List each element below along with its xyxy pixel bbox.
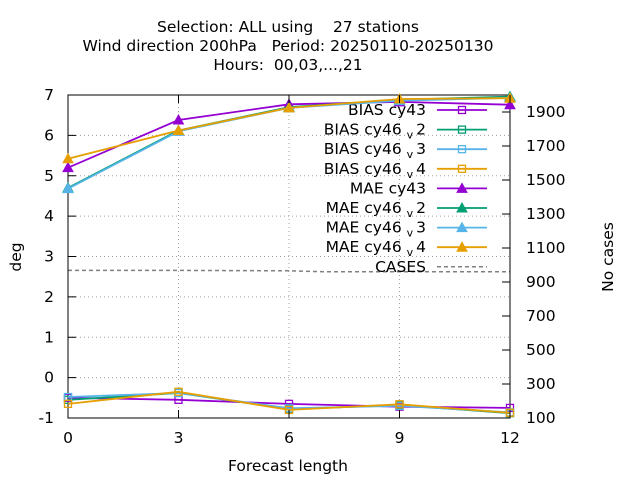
- legend-label: BIAS cy43: [348, 101, 426, 119]
- data-point: [62, 152, 74, 164]
- axis-ticks: 0 3 6 9 12-101234567100300500700900110013001…: [39, 86, 566, 447]
- data-point: [456, 201, 468, 213]
- cases-layer: [68, 269, 510, 273]
- data-point: [504, 98, 516, 110]
- title-line-3: Hours: 00,03,...,21: [213, 56, 362, 74]
- legend-entry: CASES: [375, 258, 487, 276]
- y2-tick-label: 900: [526, 273, 556, 291]
- y-tick-label: -1: [39, 409, 54, 427]
- data-point: [457, 125, 467, 134]
- data-point: [457, 164, 467, 173]
- title-line-1: Selection: ALL using 27 stations: [157, 18, 419, 36]
- x-tick-label: 12: [500, 429, 520, 447]
- legend-entry: BIAS cy43: [348, 101, 487, 119]
- x-tick-label: 0: [63, 429, 73, 447]
- data-point: [457, 105, 467, 115]
- series-bias-cy46-v4: [63, 387, 515, 417]
- data-point: [172, 114, 185, 125]
- data-point: [456, 241, 468, 252]
- y2-tick-label: 500: [526, 341, 556, 359]
- y-tick-label: 2: [44, 288, 54, 306]
- y2-axis-label: No cases: [599, 222, 617, 292]
- series-line: [67, 390, 511, 414]
- legend-entry: MAE cy43: [350, 179, 487, 197]
- y-tick-label: 4: [44, 207, 54, 225]
- y2-tick-label: 100: [526, 409, 556, 427]
- y2-tick-label: 300: [526, 375, 556, 393]
- x-axis-label: Forecast length: [228, 457, 348, 475]
- chart-title: Selection: ALL using 27 stations Wind di…: [83, 18, 494, 74]
- data-point: [172, 124, 185, 136]
- x-tick-label: 6: [284, 429, 294, 447]
- data-point: [63, 399, 73, 409]
- y2-tick-label: 1100: [526, 239, 565, 257]
- y-tick-label: 0: [44, 369, 54, 387]
- data-point: [456, 221, 468, 233]
- y2-tick-label: 1300: [526, 205, 565, 223]
- data-point: [284, 399, 294, 409]
- y-axis-label: deg: [7, 242, 25, 271]
- x-tick-label: 9: [395, 429, 405, 447]
- x-tick-label: 3: [174, 429, 184, 447]
- series-cases: [68, 269, 510, 273]
- legend-label: MAE cy43: [350, 179, 426, 197]
- y-tick-label: 5: [44, 167, 54, 185]
- grid: [68, 95, 510, 418]
- y-tick-label: 1: [44, 328, 54, 346]
- y-tick-label: 3: [44, 248, 54, 266]
- data-point: [457, 145, 467, 154]
- data-point: [456, 182, 468, 193]
- legend-label: CASES: [375, 258, 426, 276]
- series-line: [68, 269, 510, 273]
- y2-tick-label: 1700: [526, 137, 565, 155]
- y-tick-label: 7: [44, 86, 54, 104]
- data-point: [174, 387, 183, 396]
- y2-tick-label: 700: [526, 307, 556, 325]
- y2-tick-label: 1500: [526, 171, 565, 189]
- data-point: [395, 400, 404, 409]
- y2-tick-label: 1900: [526, 103, 565, 121]
- y-tick-label: 6: [44, 126, 54, 144]
- data-point: [62, 182, 74, 194]
- title-line-2: Wind direction 200hPa Period: 20250110-2…: [83, 37, 494, 55]
- data-point: [283, 101, 295, 113]
- data-point: [62, 161, 74, 173]
